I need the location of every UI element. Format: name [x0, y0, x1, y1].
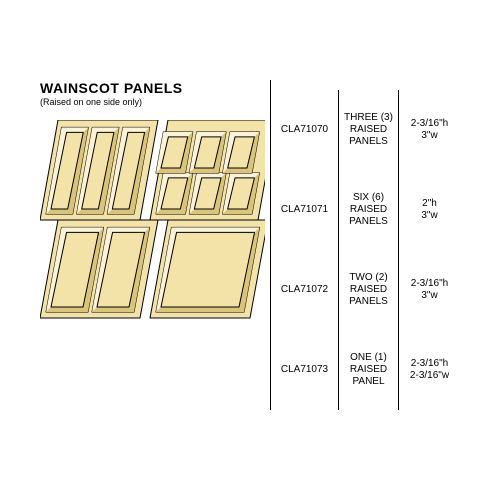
sku-cell: CLA71070 — [271, 90, 338, 170]
dim-cell: 2-3/16"h 3"w — [399, 250, 460, 330]
title-sub: (Raised on one side only) — [40, 97, 183, 107]
sku-cell: CLA71072 — [271, 250, 338, 330]
column-sku: CLA71070 CLA71071 CLA71072 CLA71073 — [271, 90, 339, 410]
panel-svg — [40, 120, 265, 320]
spec-table: CLA71070 CLA71071 CLA71072 CLA71073 THRE… — [270, 80, 460, 410]
dim-cell: 2-3/16"h 2-3/16"w — [399, 330, 460, 410]
sku-cell: CLA71071 — [271, 170, 338, 250]
desc-cell: ONE (1) RAISED PANEL — [339, 330, 398, 410]
panel-illustrations — [40, 120, 265, 320]
desc-cell: SIX (6) RAISED PANELS — [339, 170, 398, 250]
desc-cell: THREE (3) RAISED PANELS — [339, 90, 398, 170]
column-dimensions: 2-3/16"h 3"w 2"h 3"w 2-3/16"h 3"w 2-3/16… — [399, 90, 460, 410]
title-block: WAINSCOT PANELS (Raised on one side only… — [40, 80, 183, 107]
product-spec-card: WAINSCOT PANELS (Raised on one side only… — [40, 80, 460, 410]
dim-cell: 2"h 3"w — [399, 170, 460, 250]
sku-cell: CLA71073 — [271, 330, 338, 410]
desc-cell: TWO (2) RAISED PANELS — [339, 250, 398, 330]
column-description: THREE (3) RAISED PANELS SIX (6) RAISED P… — [339, 90, 399, 410]
illustration-column: WAINSCOT PANELS (Raised on one side only… — [40, 80, 270, 410]
title-main: WAINSCOT PANELS — [40, 80, 183, 96]
dim-cell: 2-3/16"h 3"w — [399, 90, 460, 170]
